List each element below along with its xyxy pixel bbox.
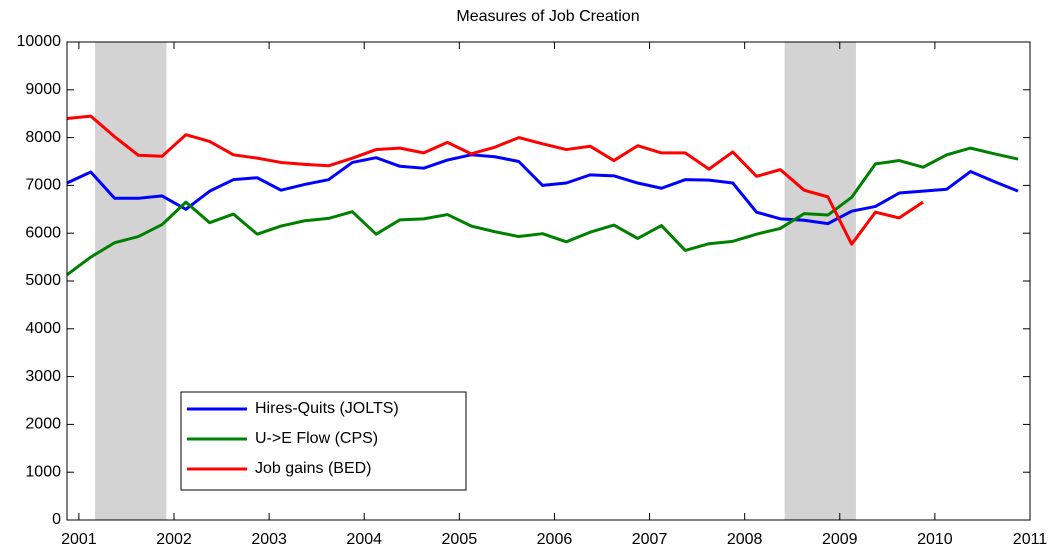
legend: Hires-Quits (JOLTS) U->E Flow (CPS) Job ga… — [180, 391, 467, 491]
x-tick-label: 2010 — [917, 531, 953, 548]
data-line — [66, 153, 1019, 226]
x-tick-label: 2001 — [61, 531, 97, 548]
x-tick-label: 2003 — [251, 531, 287, 548]
legend-label: U->E Flow (CPS) — [255, 430, 378, 447]
y-tick-label: 10000 — [17, 33, 62, 50]
x-tick-label: 2004 — [346, 531, 382, 548]
data-line — [66, 146, 1019, 276]
y-tick-label: 6000 — [25, 224, 61, 241]
x-tick-label: 2005 — [442, 531, 478, 548]
y-tick-label: 2000 — [25, 416, 61, 433]
y-tick-label: 4000 — [25, 320, 61, 337]
recession-band — [95, 42, 167, 520]
x-tick-label: 2007 — [632, 531, 668, 548]
chart-title: Measures of Job Creation — [456, 8, 639, 25]
plot-frame — [66, 41, 1031, 521]
y-tick-label: 5000 — [25, 272, 61, 289]
y-tick-label: 8000 — [25, 129, 61, 146]
legend-label: Hires-Quits (JOLTS) — [255, 400, 399, 417]
y-tick-label: 7000 — [25, 177, 61, 194]
x-tick-label: 2008 — [727, 531, 763, 548]
x-tick-label: 2011 — [1013, 531, 1048, 548]
recession-band — [784, 42, 856, 520]
data-line — [66, 114, 924, 246]
legend-label: Job gains (BED) — [255, 460, 372, 477]
x-tick-label: 2002 — [156, 531, 192, 548]
y-tick-label: 0 — [52, 511, 61, 528]
x-tick-label: 2009 — [822, 531, 858, 548]
y-tick-label: 1000 — [25, 463, 61, 480]
y-tick-label: 9000 — [25, 81, 61, 98]
y-tick-label: 3000 — [25, 368, 61, 385]
x-tick-label: 2006 — [537, 531, 573, 548]
